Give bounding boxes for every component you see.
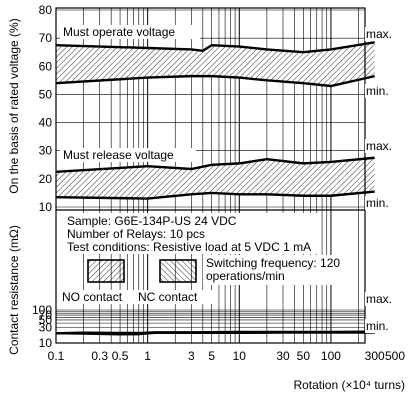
resistance-max-label: max.	[366, 292, 392, 306]
conditions-note: Test conditions: Resistive load at 5 VDC…	[67, 240, 311, 254]
label-bg	[365, 27, 394, 41]
release-min-label: min.	[366, 196, 389, 210]
bands	[55, 41, 375, 336]
label-bg	[136, 290, 214, 304]
resistance-y-axis-label: Contact resistance (mΩ)	[7, 225, 21, 355]
operate-max-line	[55, 41, 375, 54]
release-min-line	[55, 190, 375, 200]
plot-frame	[55, 7, 366, 344]
voltage-y-tick-label: 20	[39, 172, 53, 186]
x-tick-label: 1	[144, 349, 151, 363]
no-contact-label: NO contact	[62, 290, 123, 304]
label-bg	[60, 148, 196, 162]
label-bg	[60, 25, 200, 39]
resistance-notes: Sample: G6E-134P-US 24 VDC Number of Rel…	[60, 213, 394, 333]
release-max-line	[55, 156, 375, 174]
x-tick-label: 0.5	[112, 349, 129, 363]
x-tick-label: 0.1	[48, 349, 65, 363]
x-tick-label: 300	[365, 349, 385, 363]
voltage-y-tick-label: 30	[39, 144, 53, 158]
resistance-y-tick-label: 50	[39, 313, 53, 327]
resistance-y-tick-label: 100	[32, 303, 52, 317]
sample-note: Sample: G6E-134P-US 24 VDC	[67, 214, 237, 228]
voltage-y-tick-label: 60	[39, 59, 53, 73]
resistance-y-tick-label: 10	[39, 336, 53, 350]
resistance-min-label: min.	[366, 319, 389, 333]
resistance-y-tick-label: 70	[39, 308, 53, 322]
label-bg	[60, 290, 140, 304]
x-tick-labels: 0.1 0.3 0.5 1 3 5 10 30 50 100 300 500	[48, 349, 406, 363]
voltage-y-tick-label: 70	[39, 31, 53, 45]
voltage-y-tick-label: 40	[39, 116, 53, 130]
voltage-y-axis-label: On the basis of rated voltage (%)	[7, 18, 21, 193]
label-bg	[365, 292, 394, 306]
voltage-y-tick-label: 10	[39, 200, 53, 214]
x-tick-label: 500	[385, 349, 405, 363]
must-operate-label: Must operate voltage	[63, 25, 175, 39]
release-max-label: max.	[366, 139, 392, 153]
x-tick-label: 0.3	[91, 349, 108, 363]
voltage-y-tick-label: 80	[39, 3, 53, 17]
label-bg	[365, 84, 394, 98]
notes-bg	[63, 213, 319, 254]
must-operate-band	[56, 42, 375, 86]
operate-min-label: min.	[366, 84, 389, 98]
nc-contact-min-line	[55, 331, 375, 336]
frequency-note-line2: operations/min	[206, 269, 285, 283]
operate-max-label: max.	[366, 27, 392, 41]
label-bg	[365, 139, 394, 153]
resistance-y-tick-label: 30	[39, 320, 53, 334]
frequency-note-line1: Switching frequency: 120	[206, 256, 340, 270]
nc-contact-legend-swatch	[159, 259, 197, 283]
voltage-y-tick-label: 50	[39, 87, 53, 101]
label-bg	[365, 319, 394, 333]
x-tick-label: 30	[276, 349, 290, 363]
no-contact-legend-swatch	[87, 259, 125, 283]
x-tick-label: 50	[297, 349, 311, 363]
operate-min-line	[55, 74, 375, 88]
x-axis-label: Rotation (×10⁴ turns)	[293, 378, 405, 392]
x-tick-label: 3	[188, 349, 195, 363]
nc-contact-label: NC contact	[138, 290, 198, 304]
freq-bg	[203, 255, 343, 285]
label-bg	[365, 196, 394, 210]
must-release-label: Must release voltage	[63, 148, 174, 162]
x-tick-label: 100	[321, 349, 341, 363]
x-tick-label: 10	[233, 349, 247, 363]
voltage-annotations: Must operate voltage Must release voltag…	[60, 25, 394, 210]
x-tick-label: 5	[208, 349, 215, 363]
relays-note: Number of Relays: 10 pcs	[67, 227, 205, 241]
